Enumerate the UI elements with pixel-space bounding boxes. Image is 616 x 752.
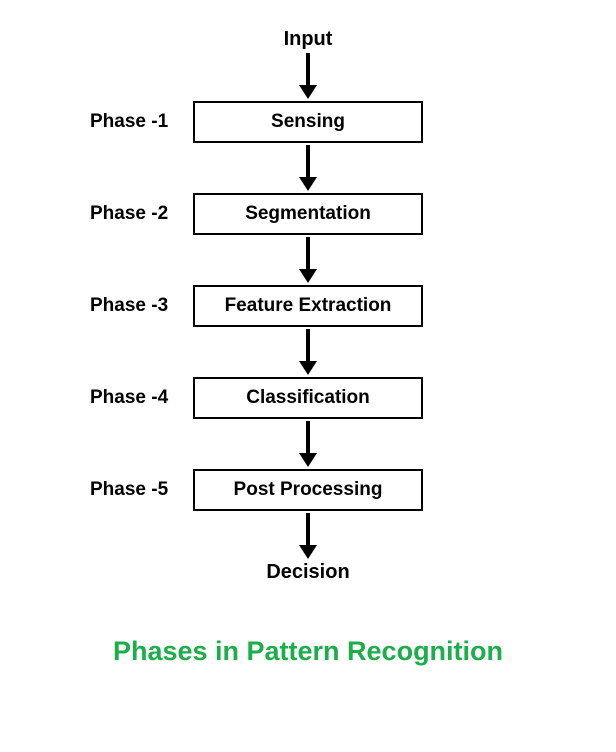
arrow-icon <box>293 421 323 467</box>
input-label: Input <box>284 28 333 51</box>
phase-row: Phase -2 Segmentation <box>0 193 616 235</box>
phase-label: Phase -5 <box>90 479 168 501</box>
phase-box-classification: Classification <box>193 377 423 419</box>
phase-box-sensing: Sensing <box>193 101 423 143</box>
phase-row: Phase -4 Classification <box>0 377 616 419</box>
phase-row: Phase -1 Sensing <box>0 101 616 143</box>
phase-row: Phase -3 Feature Extraction <box>0 285 616 327</box>
phase-box-post-processing: Post Processing <box>193 469 423 511</box>
phase-box-feature-extraction: Feature Extraction <box>193 285 423 327</box>
phase-box-segmentation: Segmentation <box>193 193 423 235</box>
arrow-icon <box>293 329 323 375</box>
phase-label: Phase -4 <box>90 387 168 409</box>
arrow-icon <box>293 513 323 559</box>
phase-row: Phase -5 Post Processing <box>0 469 616 511</box>
phase-label: Phase -3 <box>90 295 168 317</box>
decision-label: Decision <box>266 561 349 584</box>
arrow-icon <box>293 53 323 99</box>
arrow-icon <box>293 237 323 283</box>
arrow-icon <box>293 145 323 191</box>
flowchart: Input Phase -1 Sensing Phase -2 Segmenta… <box>0 28 616 584</box>
phase-label: Phase -2 <box>90 203 168 225</box>
caption: Phases in Pattern Recognition <box>0 636 616 667</box>
phase-label: Phase -1 <box>90 111 168 133</box>
